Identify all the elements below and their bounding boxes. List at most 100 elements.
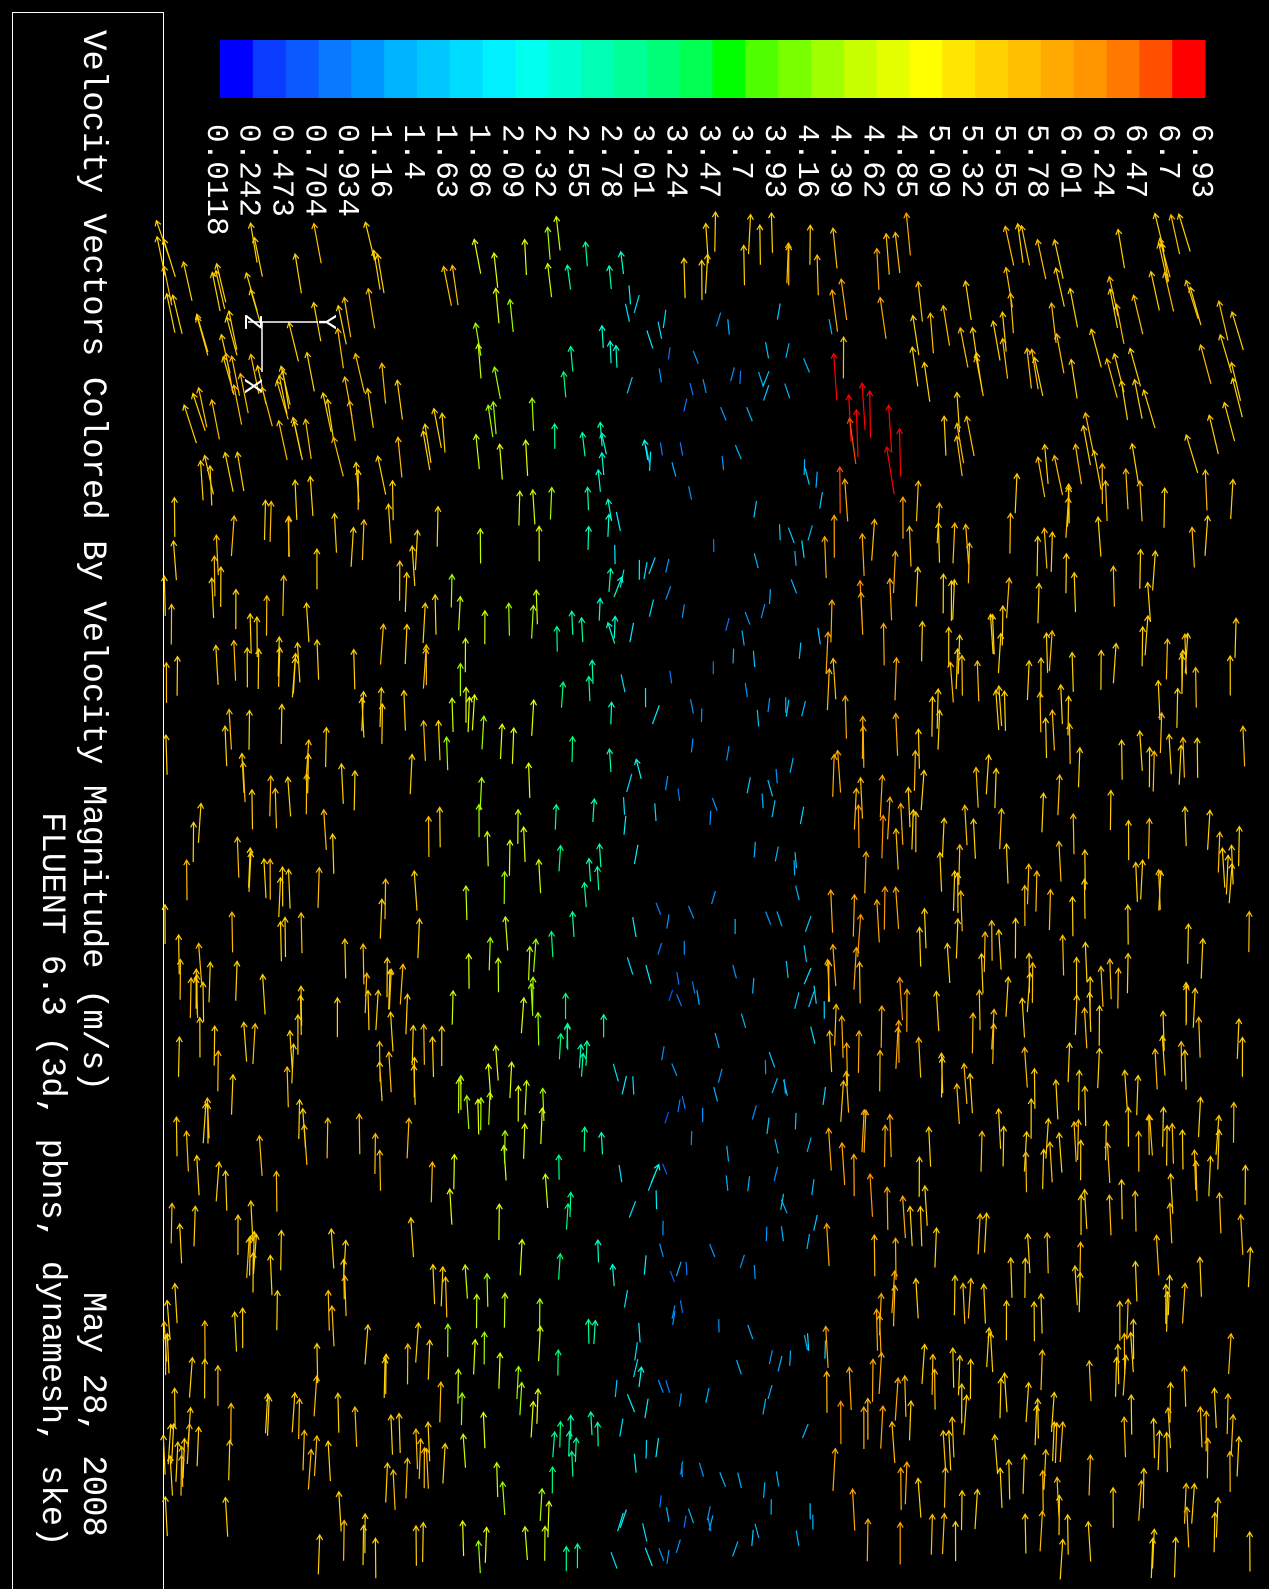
arrow-shaft [932, 697, 933, 737]
vector-arrow [710, 811, 711, 825]
arrow-shaft [1072, 897, 1073, 936]
triad-label-z: Z [237, 314, 267, 330]
colorbar-swatch [417, 40, 450, 98]
arrow-shaft [461, 1393, 462, 1425]
arrow-shaft [487, 1274, 488, 1307]
arrow-shaft [825, 1340, 826, 1358]
arrow-shaft [962, 1491, 963, 1530]
arrow-shaft [1040, 692, 1041, 732]
arrow-shaft [1066, 554, 1067, 594]
arrow-shaft [1196, 668, 1197, 708]
arrow-shaft [710, 811, 711, 825]
colorbar-label: 6.93 [1183, 124, 1218, 198]
colorbar-swatch [253, 40, 286, 98]
colorbar-label: 4.85 [887, 124, 922, 198]
colorbar-swatch [877, 40, 910, 98]
arrow-shaft [766, 1227, 767, 1241]
arrow-shaft [884, 887, 885, 930]
arrow-shaft [232, 912, 233, 952]
arrow-shaft [175, 1388, 176, 1427]
arrow-shaft [1037, 537, 1038, 577]
colorbar-label: 0.242 [231, 124, 266, 217]
arrow-shaft [901, 1468, 902, 1510]
vector-arrow [780, 524, 781, 540]
arrow-shaft [870, 391, 871, 438]
arrow-shaft [380, 1150, 381, 1190]
plot-subtitle: FLUENT 6.3 (3d, pbns, dynamesh, ske) [32, 812, 70, 1547]
colorbar-swatch [319, 40, 352, 98]
arrow-shaft [285, 917, 286, 957]
arrow-shaft [567, 1025, 568, 1050]
arrow-shaft [250, 1236, 251, 1275]
arrow-shaft [440, 807, 441, 847]
arrow-shaft [984, 932, 985, 972]
arrow-shaft [1106, 1121, 1107, 1160]
colorbar-swatch [1074, 40, 1107, 98]
arrow-shaft [504, 1293, 505, 1327]
colorbar-label: 3.47 [690, 124, 725, 198]
arrow-shaft [1043, 1471, 1044, 1511]
arrow-shaft [715, 212, 716, 252]
vector-arrow [794, 860, 795, 875]
colorbar-swatch [220, 40, 253, 98]
colorbar-label: 2.09 [493, 124, 528, 198]
plot-title: Velocity Vectors Colored By Velocity Mag… [73, 30, 111, 1091]
colorbar-swatch [1172, 40, 1205, 98]
arrow-shaft [1079, 1070, 1080, 1110]
arrow-shaft [538, 1013, 539, 1046]
colorbar-swatch [384, 40, 417, 98]
arrow-shaft [385, 879, 386, 919]
arrow-shaft [954, 1276, 955, 1316]
arrow-shaft [423, 1523, 424, 1562]
arrow-shaft [1003, 1126, 1004, 1166]
colorbar-swatch [1139, 40, 1172, 98]
vector-arrow [686, 1262, 687, 1275]
arrow-shaft [858, 805, 859, 848]
colorbar-swatch [1107, 40, 1140, 98]
arrow-shaft [218, 1051, 219, 1091]
arrow-shaft [686, 1262, 687, 1275]
arrow-shaft [1110, 791, 1111, 831]
arrow-shaft [171, 1203, 172, 1243]
background [0, 0, 1269, 1589]
arrow-shaft [382, 704, 383, 744]
colorbar-swatch [942, 40, 975, 98]
arrow-shaft [744, 245, 745, 285]
vector-arrow [740, 371, 741, 384]
arrow-shaft [375, 1134, 376, 1174]
colorbar-label: 2.55 [559, 124, 594, 198]
colorbar-label: 5.78 [1019, 124, 1054, 198]
arrow-shaft [299, 1100, 300, 1139]
arrow-shaft [451, 575, 452, 608]
arrow-shaft [884, 624, 885, 666]
colorbar-label: 2.78 [592, 124, 627, 198]
colorbar-swatch [910, 40, 943, 98]
arrow-shaft [1167, 1126, 1168, 1166]
arrow-shaft [281, 704, 282, 744]
arrow-shaft [1142, 627, 1143, 666]
arrow-shaft [179, 935, 180, 974]
arrow-shaft [1143, 1469, 1144, 1509]
arrow-shaft [363, 1525, 364, 1565]
arrow-shaft [281, 1231, 282, 1271]
arrow-shaft [795, 1113, 796, 1129]
colorbar-label: 4.62 [854, 124, 889, 198]
arrow-shaft [1164, 488, 1165, 528]
arrow-shaft [509, 603, 510, 635]
arrow-shaft [858, 1031, 859, 1073]
arrow-shaft [1070, 724, 1071, 764]
arrow-shaft [344, 1521, 345, 1561]
arrow-shaft [203, 982, 204, 1022]
colorbar-swatch [1008, 40, 1041, 98]
vector-plot: Velocity Vectors Colored By Velocity Mag… [0, 0, 1269, 1589]
vector-arrow [766, 1227, 767, 1241]
arrow-shaft [1002, 606, 1003, 646]
colorbar-label: 6.7 [1150, 124, 1185, 180]
vector-arrow [795, 1113, 796, 1129]
colorbar-label: 0.704 [296, 124, 331, 217]
arrow-shaft [922, 622, 923, 662]
arrow-shaft [1170, 1383, 1171, 1423]
arrow-shaft [569, 1431, 570, 1456]
colorbar-swatch [548, 40, 581, 98]
arrow-shaft [380, 1042, 381, 1082]
